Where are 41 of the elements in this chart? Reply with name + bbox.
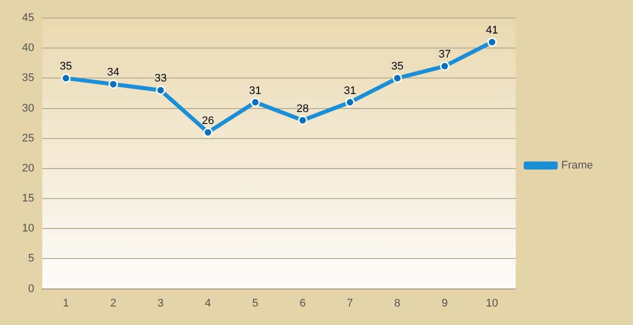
point — [392, 73, 402, 83]
point — [108, 79, 118, 89]
point — [345, 98, 355, 107]
x-tick-label: 1 — [62, 297, 69, 310]
x-tick-label: 2 — [110, 297, 116, 310]
x-tick-label: 5 — [252, 297, 258, 310]
y-tick-label: 25 — [22, 132, 34, 144]
point — [487, 37, 497, 47]
x-tick-label: 4 — [204, 297, 212, 310]
data-label: 34 — [107, 66, 120, 79]
point — [250, 98, 260, 107]
data-label: 41 — [486, 24, 498, 37]
x-tick-label: 9 — [442, 297, 448, 310]
y-tick-label: 45 — [22, 12, 34, 24]
x-tick-label: 6 — [300, 297, 306, 310]
data-label: 37 — [438, 48, 451, 61]
y-tick-label: 35 — [22, 72, 34, 84]
y-tick-label: 40 — [22, 42, 34, 54]
point — [203, 128, 213, 138]
y-tick-label: 30 — [22, 102, 34, 114]
legend-label: Frame — [561, 160, 593, 172]
x-tick-label: 10 — [486, 297, 498, 310]
data-label: 28 — [296, 102, 309, 115]
data-label: 35 — [391, 60, 404, 73]
data-label: 31 — [344, 84, 356, 97]
data-label: 35 — [60, 60, 72, 73]
x-tick-label: 3 — [158, 297, 164, 310]
y-tick-label: 0 — [28, 282, 34, 295]
y-tick-label: 10 — [22, 222, 34, 235]
x-tick-label: 7 — [346, 297, 354, 310]
data-label: 31 — [249, 84, 262, 97]
y-tick-label: 5 — [28, 252, 34, 265]
data-label: 33 — [154, 72, 167, 85]
point — [61, 73, 71, 83]
point — [156, 85, 166, 95]
y-tick-label: 20 — [22, 162, 34, 174]
point — [298, 116, 308, 126]
x-tick-label: 8 — [394, 297, 400, 310]
data-label: 26 — [202, 114, 214, 127]
y-tick-label: 15 — [22, 192, 34, 205]
point — [440, 61, 450, 71]
